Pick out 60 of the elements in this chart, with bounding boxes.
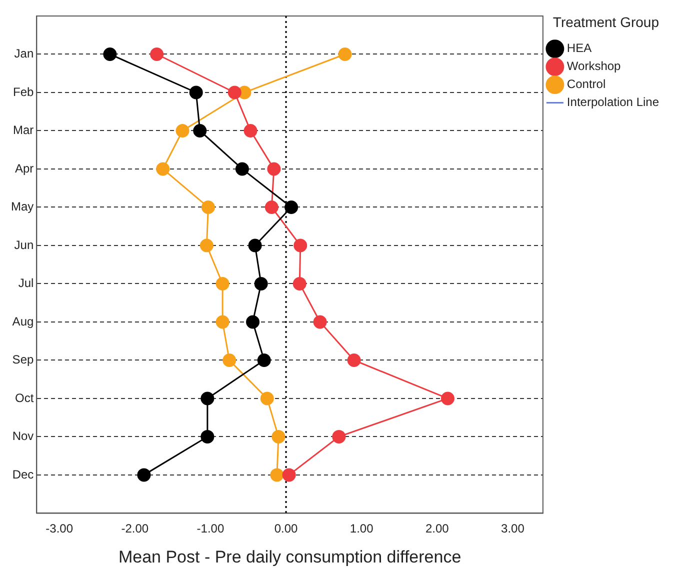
point [254,276,268,290]
legend-label: Workshop [566,59,622,74]
x-tick-label: 1.00 [350,522,374,536]
y-tick-label: Mar [13,123,34,138]
point [200,392,214,406]
y-tick-label: Oct [15,390,34,405]
legend-label: Control [566,77,606,92]
point [248,238,262,252]
point [294,238,308,252]
y-tick-label: Jan [14,46,34,61]
point [440,392,454,406]
point [270,468,284,482]
point [246,315,260,329]
point [200,238,214,252]
legend-label: Interpolation Line [566,95,660,110]
y-tick-label: Dec [12,467,34,482]
y-tick-label: May [11,200,34,214]
point [176,124,190,138]
x-tick-label: -3.00 [46,522,74,536]
point [244,124,258,138]
point [267,162,281,176]
point [156,162,170,176]
x-tick-label: 2.00 [425,522,450,536]
point [313,315,327,329]
point [264,200,278,214]
x-tick-label: 0.00 [274,522,298,536]
point [150,47,164,61]
point [216,276,230,290]
point [201,200,215,214]
legend-label: HEA [566,41,592,56]
point [235,162,249,176]
point [103,47,117,61]
point [347,353,361,367]
point [137,468,151,482]
y-tick-label: Jun [14,238,34,252]
point [284,200,298,214]
point [292,276,306,290]
point [257,353,271,367]
point [260,392,274,406]
y-tick-label: Sep [12,352,34,367]
point [216,315,230,329]
point [282,468,296,482]
legend-title: Treatment Group [552,14,660,30]
y-tick-label: Nov [12,429,34,444]
point [200,430,214,444]
y-tick-label: Aug [12,314,34,328]
y-tick-label: Apr [14,161,34,176]
x-tick-label: -1.00 [196,522,224,536]
point [193,124,207,138]
x-axis-title: Mean Post - Pre daily consumption difference [118,547,462,566]
y-tick-label: Jul [18,276,34,290]
point [222,353,236,367]
x-tick-label: -2.00 [121,522,149,536]
point [228,86,242,100]
y-tick-label: Feb [12,84,34,99]
x-tick-label: 3.00 [501,522,525,536]
point [272,430,286,444]
point [332,430,346,444]
point [189,86,203,100]
point [338,47,352,61]
